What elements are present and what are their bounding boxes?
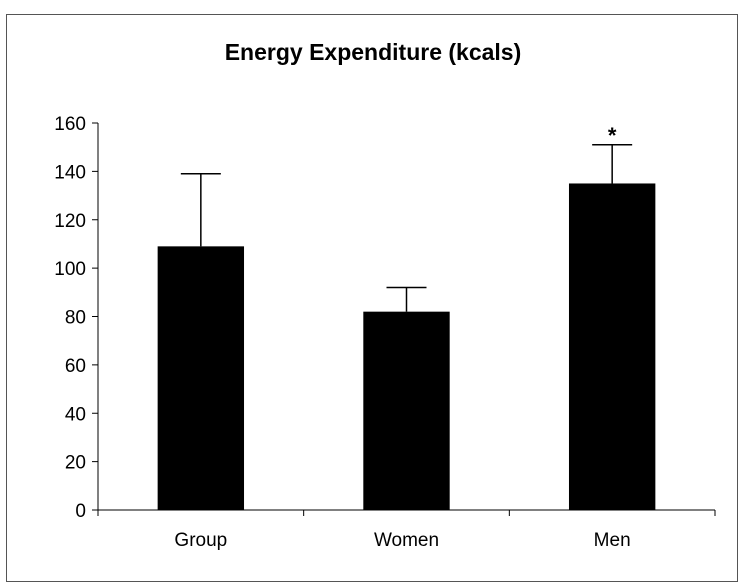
significance-annotation: * [608,123,617,148]
y-tick-label: 60 [65,356,86,377]
error-bars-group [180,144,633,312]
chart-axes: 0 20 40 60 80 100 120 140 160 [54,114,716,522]
labels-group: Group Women Men * [174,123,630,551]
y-tick-label: 40 [65,404,86,425]
y-tick-label: 20 [65,453,86,474]
bar-group [157,246,245,510]
y-tick-label: 80 [65,308,86,329]
y-tick-label: 0 [75,501,86,522]
bars-group [157,183,656,510]
x-category-label: Men [594,530,631,551]
y-tick-label: 100 [54,259,86,280]
x-category-label: Women [374,530,439,551]
chart-frame [6,14,738,582]
y-tick-label: 140 [54,162,86,183]
y-tick-label: 120 [54,211,86,232]
y-tick-label: 160 [54,114,86,135]
bar-men [568,183,656,510]
chart-title: Energy Expenditure (kcals) [225,39,522,65]
x-category-label: Group [174,530,227,551]
bar-women [363,311,450,510]
